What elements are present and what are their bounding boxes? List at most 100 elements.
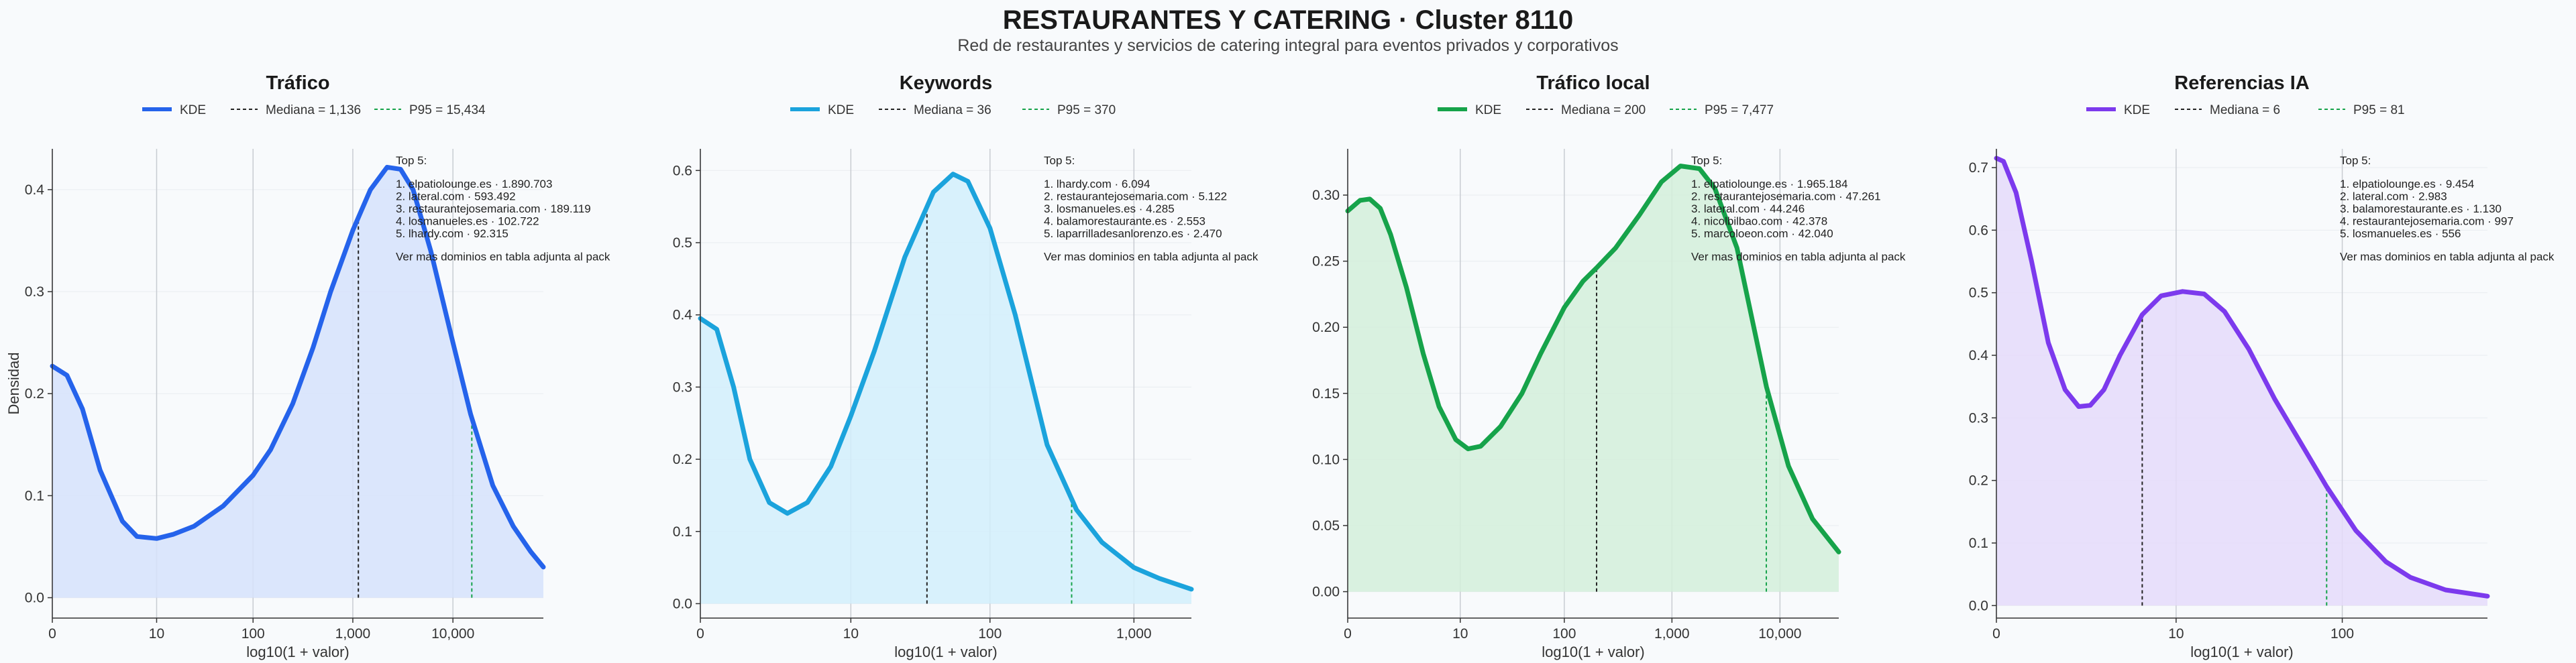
page-title: RESTAURANTES Y CATERING · Cluster 8110: [1002, 5, 1574, 35]
y-tick-label: 0.0: [25, 591, 44, 606]
x-axis-label: log10(1 + valor): [2190, 644, 2293, 660]
top5-annotation: Top 5: 1. elpatiolounge.es · 1.890.7032. …: [396, 154, 610, 263]
legend-kde-label: KDE: [2124, 103, 2150, 117]
x-tick-label: 10: [149, 626, 164, 642]
kde-line: [50, 164, 546, 570]
annotation-item: 1. lhardy.com · 6.094: [1044, 178, 1150, 190]
kde-line: [698, 172, 1194, 592]
annotation-heading: Top 5:: [2340, 154, 2371, 167]
x-tick-label: 10: [1452, 626, 1468, 642]
legend: KDE Mediana = 1,136 P95 = 15,434: [142, 103, 486, 117]
legend-kde-label: KDE: [1475, 103, 1501, 117]
kde-line: [1345, 164, 1841, 554]
legend-kde-label: KDE: [828, 103, 854, 117]
y-tick-label: 0.0: [1969, 598, 1988, 613]
y-tick-label: 0.10: [1312, 452, 1340, 467]
x-tick-label: 10,000: [1758, 626, 1801, 642]
annotation-item: 1. elpatiolounge.es · 9.454: [2340, 178, 2474, 190]
x-axis-label: log10(1 + valor): [894, 644, 997, 660]
panel-title: Tráfico local: [1536, 72, 1650, 94]
x-tick-label: 100: [978, 626, 1002, 642]
kde-area: [1348, 166, 1839, 592]
y-tick-label: 0.3: [25, 284, 44, 300]
chart-panel-3: Tráfico local KDE Mediana = 200 P95 = 7,477…: [1312, 72, 1906, 660]
y-tick-label: 0.1: [1969, 536, 1988, 551]
panel-title: Referencias IA: [2174, 72, 2310, 94]
x-tick-label: 0: [1992, 626, 2000, 642]
annotation-item: 2. restaurantejosemaria.com · 5.122: [1044, 190, 1227, 203]
y-tick-label: 0.6: [1969, 223, 1988, 238]
y-tick-label: 0.0: [673, 596, 692, 611]
x-axis-label: log10(1 + valor): [1542, 644, 1644, 660]
annotation-item: 1. elpatiolounge.es · 1.965.184: [1691, 178, 1847, 190]
annotation-item: 3. lateral.com · 44.246: [1691, 202, 1805, 215]
annotation-item: 5. losmanueles.es · 556: [2340, 227, 2461, 240]
annotation-item: 5. laparrilladesanlorenzo.es · 2.470: [1044, 227, 1222, 240]
y-tick-label: 0.5: [673, 235, 692, 251]
annotation-heading: Top 5:: [1044, 154, 1075, 167]
y-tick-label: 0.2: [673, 452, 692, 467]
kde-area: [52, 167, 543, 598]
legend-median-label: Mediana = 1,136: [266, 103, 361, 117]
y-tick-label: 0.1: [673, 524, 692, 540]
x-tick-label: 100: [1552, 626, 1576, 642]
kde-area: [1996, 158, 2487, 606]
annotation-footer: Ver mas dominios en tabla adjunta al pac…: [2340, 251, 2555, 263]
legend-p95-label: P95 = 7,477: [1705, 103, 1774, 117]
annotation-item: 3. balamorestaurante.es · 1.130: [2340, 202, 2502, 215]
x-axis-label: log10(1 + valor): [246, 644, 349, 660]
y-tick-label: 0.6: [673, 163, 692, 178]
legend-median-label: Mediana = 6: [2210, 103, 2280, 117]
annotation-footer: Ver mas dominios en tabla adjunta al pac…: [396, 251, 610, 263]
x-tick-label: 1,000: [335, 626, 371, 642]
annotation-item: 5. marcoloeon.com · 42.040: [1691, 227, 1833, 240]
y-tick-label: 0.3: [1969, 410, 1988, 426]
legend: KDE Mediana = 6 P95 = 81: [2086, 103, 2405, 117]
y-tick-label: 0.15: [1312, 386, 1340, 402]
x-tick-label: 1,000: [1116, 626, 1152, 642]
y-tick-label: 0.30: [1312, 188, 1340, 203]
x-tick-label: 100: [2330, 626, 2354, 642]
y-tick-label: 0.4: [1969, 348, 1989, 363]
y-tick-label: 0.2: [25, 386, 44, 402]
y-tick-label: 0.5: [1969, 286, 1988, 301]
annotation-item: 2. restaurantejosemaria.com · 47.261: [1691, 190, 1881, 203]
y-tick-label: 0.25: [1312, 254, 1340, 269]
legend: KDE Mediana = 36 P95 = 370: [790, 103, 1116, 117]
annotation-heading: Top 5:: [396, 154, 427, 167]
chart-panel-2: Keywords KDE Mediana = 36 P95 = 370 0.0 0.1 0.…: [673, 72, 1258, 660]
x-tick-label: 1,000: [1654, 626, 1690, 642]
annotation-heading: Top 5:: [1691, 154, 1722, 167]
x-tick-label: 10: [843, 626, 859, 642]
legend: KDE Mediana = 200 P95 = 7,477: [1438, 103, 1774, 117]
y-tick-label: 0.2: [1969, 473, 1988, 489]
x-tick-label: 0: [1344, 626, 1352, 642]
page-subtitle: Red de restaurantes y servicios de cater…: [957, 36, 1619, 55]
top5-annotation: Top 5: 1. elpatiolounge.es · 1.965.1842. …: [1691, 154, 1906, 263]
chart-panel-4: Referencias IA KDE Mediana = 6 P95 = 81 0.0 0…: [1969, 72, 2555, 660]
y-tick-label: 0.05: [1312, 518, 1340, 534]
panel-title: Keywords: [900, 72, 993, 94]
y-tick-label: 0.00: [1312, 585, 1340, 600]
x-tick-label: 0: [48, 626, 56, 642]
annotation-item: 5. lhardy.com · 92.315: [396, 227, 508, 240]
annotation-item: 3. restaurantejosemaria.com · 189.119: [396, 202, 591, 215]
x-tick-label: 0: [696, 626, 704, 642]
x-tick-label: 10: [2168, 626, 2184, 642]
panel-title: Tráfico: [266, 72, 329, 94]
y-tick-label: 0.4: [673, 308, 693, 323]
annotation-footer: Ver mas dominios en tabla adjunta al pac…: [1044, 251, 1258, 263]
annotation-item: 1. elpatiolounge.es · 1.890.703: [396, 178, 552, 190]
legend-kde-label: KDE: [180, 103, 206, 117]
legend-p95-label: P95 = 81: [2353, 103, 2405, 117]
kde-line: [1994, 156, 2490, 599]
annotation-item: 2. lateral.com · 593.492: [396, 190, 516, 203]
y-tick-label: 0.20: [1312, 320, 1340, 335]
y-axis-label: Densidad: [5, 353, 22, 415]
y-tick-label: 0.3: [673, 379, 692, 395]
annotation-item: 4. restaurantejosemaria.com · 997: [2340, 215, 2514, 228]
legend-median-label: Mediana = 200: [1561, 103, 1646, 117]
y-tick-label: 0.1: [25, 488, 44, 503]
